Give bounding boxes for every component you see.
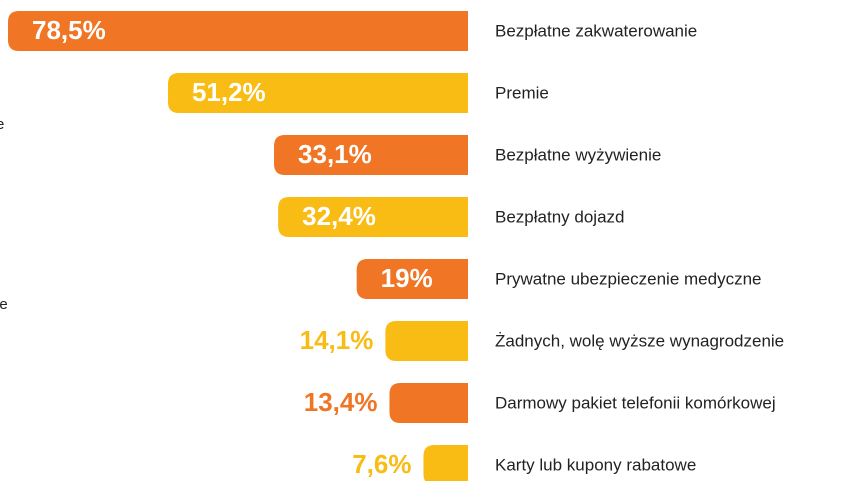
value-label: 7,6% — [352, 449, 411, 479]
bar — [167, 73, 468, 113]
bar — [278, 197, 468, 237]
category-label: Bezpłatny dojazd — [495, 207, 624, 226]
bar — [389, 383, 468, 423]
annotation: e — [0, 116, 4, 133]
bar — [274, 135, 468, 175]
category-label: Darmowy pakiet telefonii komórkowej — [495, 393, 776, 412]
bar — [7, 11, 469, 51]
category-label: Karty lub kupony rabatowe — [495, 455, 696, 474]
category-label: Bezpłatne wyżywienie — [495, 145, 661, 164]
value-label: 19% — [381, 263, 433, 293]
value-label: 78,5% — [32, 15, 106, 45]
bar — [385, 321, 468, 361]
category-label: Prywatne ubezpieczenie medyczne — [495, 269, 761, 288]
bar — [423, 445, 468, 481]
category-label: Premie — [495, 83, 549, 102]
category-label: Żadnych, wolę wyższe wynagrodzenie — [495, 331, 784, 350]
annotation: ie — [0, 296, 8, 313]
value-label: 51,2% — [192, 77, 266, 107]
bar — [356, 259, 468, 299]
value-label: 14,1% — [300, 325, 374, 355]
category-label: Bezpłatne zakwaterowanie — [495, 21, 697, 40]
value-label: 13,4% — [304, 387, 378, 417]
value-label: 32,4% — [302, 201, 376, 231]
value-label: 33,1% — [298, 139, 372, 169]
